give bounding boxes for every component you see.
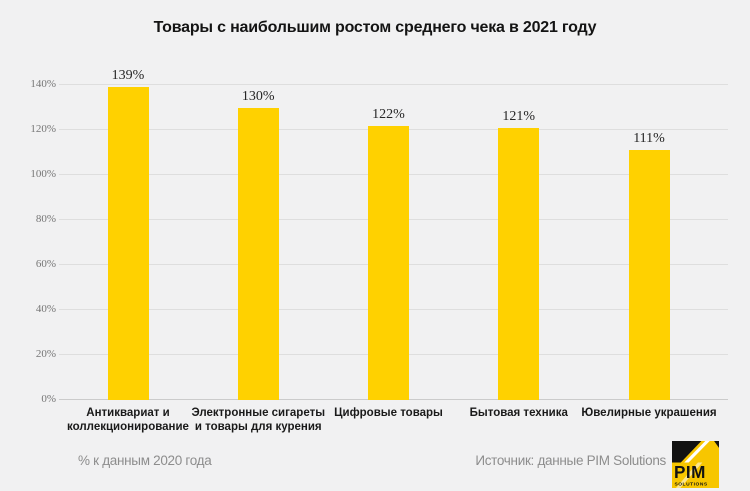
bar-5: [628, 150, 670, 400]
category-label-line: Ювелирные украшения: [581, 407, 717, 419]
y-axis-tick-label: 140%: [30, 78, 56, 90]
category-label-line: Цифровые товары: [334, 407, 443, 419]
bar-1: [107, 87, 149, 400]
y-axis-tick-label: 120%: [30, 123, 56, 135]
bar-value-label: 122%: [372, 106, 405, 122]
bar-4: [498, 127, 540, 400]
y-axis-tick-label: 60%: [35, 258, 56, 270]
category-label-line: Электронные сигареты: [191, 407, 326, 419]
category-label: Антиквариат и коллекционирование: [43, 406, 213, 434]
bar-value-label: 121%: [502, 108, 536, 124]
bar-2: [237, 107, 279, 400]
logo-text: PIM: [674, 462, 706, 482]
category-label-line: коллекционирование: [67, 421, 189, 433]
pim-solutions-logo: PIM SOLUTIONS: [672, 441, 719, 488]
logo-black-wedge: [672, 441, 702, 463]
bar-3: [368, 125, 409, 400]
y-axis-tick-label: 40%: [35, 303, 56, 315]
chart-footnote: % к данным 2020 года: [78, 453, 212, 468]
category-label: Ювелирные украшения: [564, 406, 734, 420]
category-label-line: Антиквариат и: [86, 407, 170, 419]
gridline: [59, 84, 728, 85]
bar-value-label: 139%: [111, 68, 145, 84]
logo-subtext: SOLUTIONS: [674, 482, 707, 488]
category-label: Бытовая техника: [434, 406, 604, 420]
category-label-line: и товары для курения: [194, 421, 322, 433]
chart-title: Товары с наибольшим ростом среднего чека…: [153, 19, 597, 36]
category-label-line: Бытовая техника: [469, 407, 568, 419]
category-label: Цифровые товары: [304, 406, 474, 420]
logo-lower-beam: [675, 462, 703, 488]
y-axis-tick-label: 0%: [41, 393, 56, 405]
y-axis-tick-label: 20%: [35, 348, 56, 360]
bar-value-label: 130%: [241, 88, 275, 104]
logo-white-beam: [684, 441, 710, 463]
source-credit: Источник: данные PIM Solutions: [475, 453, 666, 468]
logo-corner-triangle: [714, 441, 719, 448]
bar-value-label: 111%: [633, 131, 665, 147]
y-axis-tick-label: 80%: [35, 213, 56, 225]
category-label: Электронные сигареты и товары для курения: [173, 406, 343, 434]
plot-area: 139% 130% 122% 121% 111%: [59, 68, 728, 400]
y-axis-tick-label: 100%: [30, 168, 56, 180]
